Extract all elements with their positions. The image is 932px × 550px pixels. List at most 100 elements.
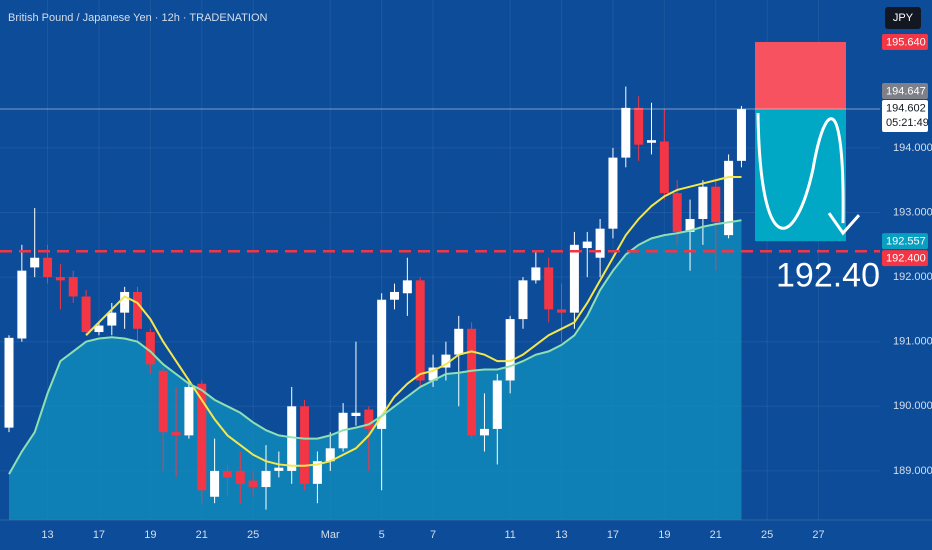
candle-body: [428, 367, 438, 381]
price-tag-label: 195.640: [886, 36, 926, 48]
x-tick-label: 19: [658, 529, 670, 541]
candle-body: [184, 386, 194, 436]
candle-body: [287, 406, 297, 471]
candle-body: [171, 432, 181, 436]
curve-arrow: [756, 113, 845, 230]
candle-body: [711, 186, 721, 223]
price-tag: [882, 250, 928, 267]
candle-body: [235, 470, 245, 484]
target-zone: [755, 109, 846, 242]
candle-body: [569, 244, 579, 313]
candle-body: [441, 354, 451, 368]
x-tick-label: 17: [607, 529, 619, 541]
chart-title: British Pound / Japanese Yen · 12h · TRA…: [8, 12, 268, 24]
price-tag-label: 192.400: [886, 253, 926, 265]
candle-body: [261, 470, 271, 488]
candle-body: [736, 109, 746, 161]
price-tag: [882, 100, 928, 133]
candle-body: [312, 461, 322, 484]
x-tick-label: Mar: [321, 529, 340, 541]
candle-body: [377, 299, 387, 429]
overlay: 189.000 190.000 191.000 192.000 193.000 194.0…: [0, 33, 932, 541]
price-tag-label: 194.602: [886, 102, 926, 114]
plot: [4, 86, 746, 520]
candle-body: [4, 337, 14, 428]
price-tag: [882, 83, 928, 100]
candle-body: [518, 280, 528, 320]
candle-body: [402, 280, 412, 294]
candle-body: [647, 140, 656, 143]
x-tick-label: 13: [41, 529, 53, 541]
stop-zone: [755, 41, 846, 110]
price-tag: [882, 233, 928, 250]
candle-body: [621, 107, 631, 158]
candle-body: [634, 107, 644, 145]
y-tick-label: 191.000: [893, 336, 932, 348]
candle-body: [55, 277, 65, 281]
y-tick-label: 190.000: [893, 400, 932, 412]
candle-body: [467, 328, 477, 436]
candle-body: [30, 257, 40, 268]
candle-body: [595, 228, 605, 258]
x-tick-label: 21: [710, 529, 722, 541]
ma-area: [9, 220, 742, 520]
candle-body: [415, 280, 425, 381]
candle-body: [210, 470, 220, 497]
y-tick-label: 192.000: [893, 271, 932, 283]
candle-body: [531, 267, 541, 281]
currency-button[interactable]: [885, 7, 921, 29]
candle-body: [505, 319, 515, 381]
x-tick-label: 19: [144, 529, 156, 541]
x-tick-label: 25: [247, 529, 259, 541]
price-tag: [882, 33, 928, 50]
candle-body: [43, 257, 53, 278]
candle-body: [68, 277, 78, 297]
x-tick-label: 25: [761, 529, 773, 541]
x-tick-label: 27: [812, 529, 824, 541]
x-tick-label: 21: [196, 529, 208, 541]
candle-body: [145, 332, 155, 365]
candle-body: [492, 380, 502, 429]
candle-body: [94, 325, 104, 333]
candle-body: [325, 448, 335, 462]
candle-body: [557, 309, 567, 313]
candle-body: [158, 370, 168, 433]
candle-body: [248, 480, 258, 488]
candle-body: [724, 160, 734, 236]
currency-label[interactable]: JPY: [893, 12, 914, 24]
x-tick-label: 13: [555, 529, 567, 541]
candle-body: [479, 428, 489, 436]
candle-body: [390, 291, 399, 300]
x-tick-label: 17: [93, 529, 105, 541]
candle-body: [351, 412, 361, 416]
y-tick-label: 193.000: [893, 206, 932, 218]
candle-body: [133, 291, 142, 329]
candle-body: [685, 218, 695, 232]
candle-body: [698, 186, 708, 219]
candle-body: [582, 241, 592, 249]
candle-body: [222, 470, 232, 478]
candle-body: [672, 193, 682, 232]
candle-body: [608, 157, 618, 229]
y-tick-label: 194.000: [893, 142, 932, 154]
candle-body: [544, 267, 554, 310]
x-tick-label: 11: [504, 529, 515, 541]
candle-body: [300, 406, 310, 484]
x-tick-label: 5: [379, 529, 385, 541]
arrow-head: [827, 212, 861, 236]
candle-body: [454, 328, 464, 355]
countdown-label: 05:21:49: [886, 117, 929, 129]
target-label: 192.40: [776, 256, 880, 294]
price-tag-label: 192.557: [886, 236, 926, 248]
ma-line: [85, 175, 742, 467]
candle-body: [81, 296, 91, 333]
candle-body: [364, 409, 374, 429]
candle-body: [107, 312, 117, 326]
candle-body: [120, 291, 130, 313]
ma-line: [8, 219, 742, 475]
candle-body: [17, 270, 27, 339]
candle-body: [197, 383, 207, 491]
candle-body: [274, 467, 284, 471]
y-tick-label: 189.000: [893, 465, 932, 477]
